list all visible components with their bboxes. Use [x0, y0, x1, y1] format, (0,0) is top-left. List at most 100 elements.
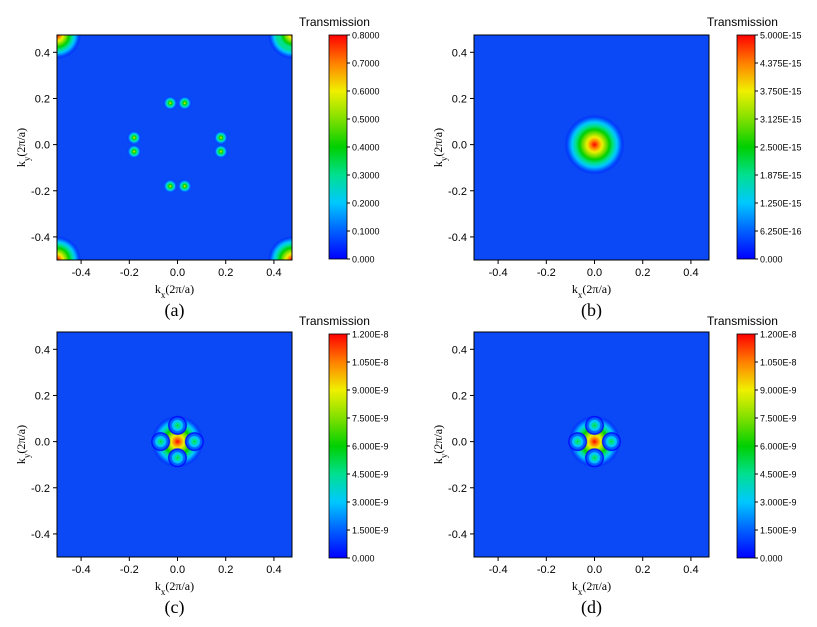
x-tick-label: 0.0 — [587, 564, 602, 576]
x-tick-label: 0.4 — [266, 564, 281, 576]
x-axis-label: kx(2π/a) — [155, 282, 194, 300]
colorbar-tick-label: 3.125E-15 — [760, 115, 802, 125]
colorbar-tick-label: 3.750E-15 — [760, 87, 802, 97]
transmission-spot — [127, 144, 142, 159]
x-axis-label: kx(2π/a) — [572, 282, 611, 300]
colorbar-tick-label: 1.050E-8 — [352, 358, 389, 368]
heatmap-field — [564, 114, 625, 175]
x-tick-label: 0.0 — [587, 267, 602, 279]
colorbar-tick-label: 3.000E-9 — [352, 498, 389, 508]
colorbar-tick-label: 0.1000 — [352, 227, 380, 237]
transmission-lobe — [584, 415, 605, 436]
colorbar-tick-label: 1.500E-9 — [760, 526, 797, 536]
y-tick-label: -0.2 — [31, 186, 50, 198]
transmission-lobe — [150, 431, 171, 452]
y-tick-label: 0.2 — [35, 390, 50, 402]
plot-frame — [56, 34, 293, 261]
colorbar-title: Transmission — [299, 15, 370, 29]
x-tick-label: -0.2 — [537, 564, 556, 576]
colorbar-title: Transmission — [707, 15, 778, 29]
colorbar-tick-label: 0.3000 — [352, 171, 380, 181]
x-tick-label: -0.4 — [489, 267, 508, 279]
x-tick-label: 0.2 — [218, 267, 233, 279]
colorbar-tick-label: 1.875E-15 — [760, 171, 802, 181]
colorbar-tick-label: 0.8000 — [352, 31, 380, 41]
x-tick-label: 0.2 — [635, 564, 650, 576]
x-tick-label: 0.4 — [683, 267, 698, 279]
transmission-peak — [151, 415, 204, 468]
y-tick-label: 0.2 — [35, 93, 50, 105]
colorbar-tick-label: 6.000E-9 — [760, 442, 797, 452]
corner-hotspot — [268, 236, 292, 260]
y-tick-label: 0.4 — [35, 47, 50, 59]
panel-label: (b) — [581, 300, 602, 321]
corner-hotspot — [57, 236, 81, 260]
colorbar-scale — [328, 34, 348, 260]
colorbar: Transmission 1.200E-8 1.050E-8 9.000E-9 7.50… — [707, 314, 797, 564]
colorbar-tick-label: 0.7000 — [352, 59, 380, 69]
x-tick-label: -0.4 — [72, 267, 91, 279]
colorbar-tick-label: 2.500E-15 — [760, 143, 802, 153]
y-tick-label: 0.4 — [452, 344, 467, 356]
colorbar-tick-label: 1.250E-15 — [760, 199, 802, 209]
y-tick-label: 0.4 — [35, 344, 50, 356]
transmission-lobe — [567, 431, 588, 452]
y-axis-label: ky(2π/a) — [14, 128, 32, 167]
colorbar-tick-label: 0.5000 — [352, 115, 380, 125]
transmission-spot — [213, 130, 228, 145]
colorbar: Transmission 1.200E-8 1.050E-8 9.000E-9 7.50… — [299, 314, 389, 564]
transmission-spot — [213, 144, 228, 159]
colorbar-tick-label: 4.500E-9 — [352, 470, 389, 480]
colorbar-scale — [736, 333, 756, 559]
colorbar-tick-label: 4.500E-9 — [760, 470, 797, 480]
colorbar-tick-label: 0.6000 — [352, 87, 380, 97]
heatmap-field — [57, 35, 292, 260]
x-axis-label: kx(2π/a) — [572, 579, 611, 597]
heatmap-field — [567, 415, 622, 468]
colorbar: Transmission 0.8000 0.7000 0.6000 0.5000 0.40… — [299, 15, 380, 265]
colorbar-tick-label: 3.000E-9 — [760, 498, 797, 508]
transmission-lobe — [584, 447, 605, 468]
colorbar-title: Transmission — [707, 314, 778, 328]
y-axis-label: ky(2π/a) — [14, 425, 32, 464]
x-tick-label: 0.0 — [170, 564, 185, 576]
x-tick-label: -0.4 — [72, 564, 91, 576]
transmission-spot — [163, 96, 178, 111]
colorbar-title: Transmission — [299, 314, 370, 328]
plot-frame — [56, 331, 293, 558]
colorbar-tick-label: 0.000 — [352, 554, 375, 564]
y-tick-label: -0.2 — [31, 483, 50, 495]
x-tick-label: 0.4 — [683, 564, 698, 576]
transmission-lobe — [167, 447, 188, 468]
transmission-spot — [127, 130, 142, 145]
x-tick-label: 0.0 — [170, 267, 185, 279]
x-tick-label: 0.2 — [218, 564, 233, 576]
colorbar-scale — [328, 333, 348, 559]
y-tick-label: -0.4 — [448, 232, 467, 244]
plot-frame — [473, 331, 710, 558]
colorbar-scale — [736, 34, 756, 260]
panel-a: -0.4 -0.2 0.0 0.2 0.4 0.4 0.2 0.0 -0.2 -0.4 kx(2π/… — [14, 15, 380, 321]
colorbar-tick-label: 7.500E-9 — [352, 414, 389, 424]
panel-label: (d) — [581, 597, 602, 618]
colorbar-tick-label: 9.000E-9 — [760, 386, 797, 396]
colorbar-tick-label: 7.500E-9 — [760, 414, 797, 424]
colorbar-tick-label: 6.250E-16 — [760, 227, 802, 237]
y-tick-label: -0.2 — [448, 483, 467, 495]
transmission-peak — [564, 114, 625, 175]
panel-label: (c) — [165, 597, 185, 618]
y-tick-label: -0.4 — [31, 529, 50, 541]
colorbar-tick-label: 4.375E-15 — [760, 59, 802, 69]
colorbar-tick-label: 5.000E-15 — [760, 31, 802, 41]
x-tick-label: -0.4 — [489, 564, 508, 576]
transmission-spot — [163, 179, 178, 194]
transmission-spot — [177, 179, 192, 194]
panel-label: (a) — [165, 300, 185, 321]
colorbar-tick-label: 0.000 — [760, 255, 783, 265]
y-tick-label: 0.4 — [452, 47, 467, 59]
x-tick-label: 0.4 — [266, 267, 281, 279]
x-tick-label: 0.2 — [635, 267, 650, 279]
panel-c: -0.4 -0.2 0.0 0.2 0.4 0.4 0.2 0.0 -0.2 -0.4 kx(2π/… — [14, 314, 389, 618]
colorbar-tick-label: 9.000E-9 — [352, 386, 389, 396]
